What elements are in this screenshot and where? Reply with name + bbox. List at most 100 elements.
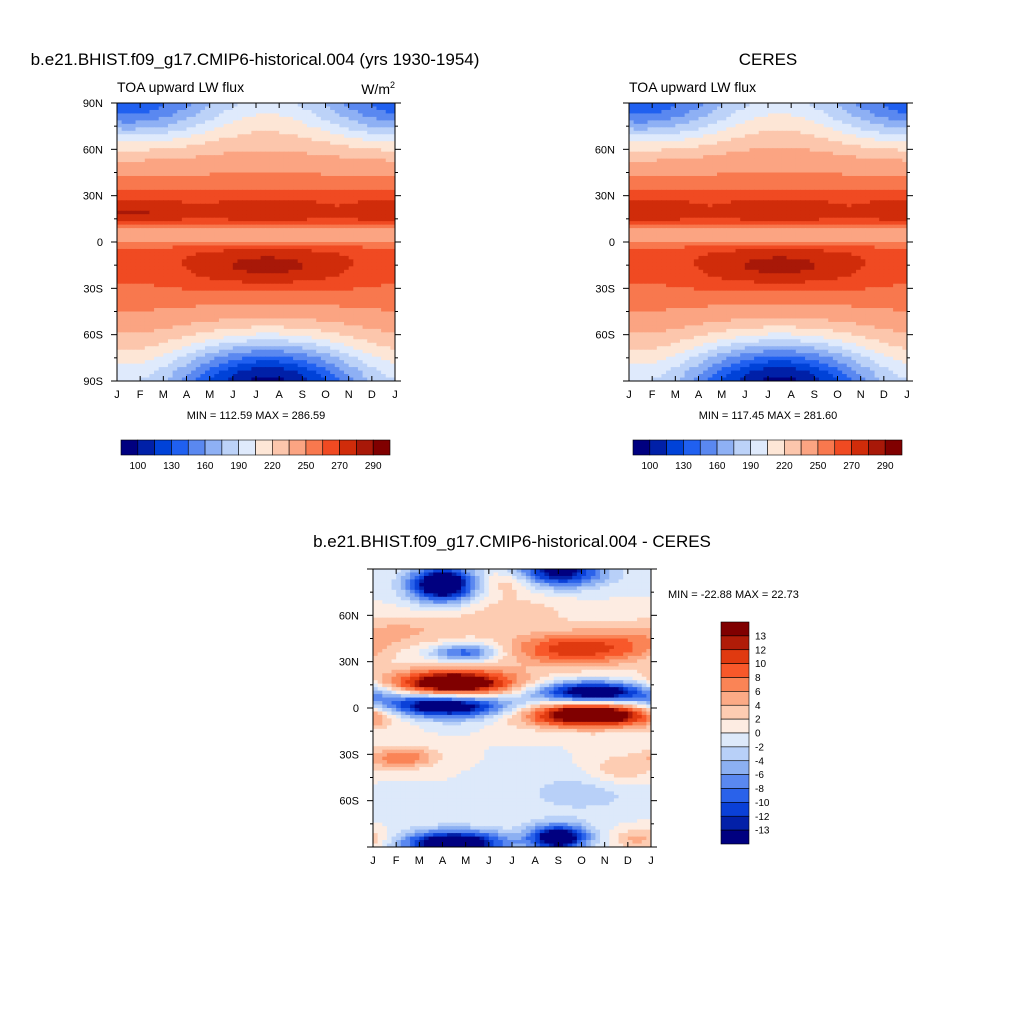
- heatmap-cell: [251, 318, 256, 322]
- heatmap-cell: [159, 353, 164, 357]
- heatmap-cell: [242, 169, 247, 173]
- heatmap-cell: [247, 110, 252, 114]
- heatmap-cell: [251, 134, 256, 138]
- heatmap-cell: [335, 152, 340, 156]
- heatmap-cell: [131, 371, 136, 375]
- heatmap-cell: [307, 141, 312, 145]
- heatmap-cell: [353, 214, 358, 218]
- heatmap-cell: [205, 301, 210, 305]
- heatmap-cell: [149, 120, 154, 124]
- heatmap-cell: [358, 183, 363, 187]
- heatmap-cell: [335, 173, 340, 177]
- heatmap-cell: [145, 197, 150, 201]
- heatmap-cell: [219, 197, 224, 201]
- heatmap-cell: [372, 364, 377, 368]
- heatmap-cell: [307, 315, 312, 319]
- heatmap-cell: [196, 207, 201, 211]
- heatmap-cell: [376, 225, 381, 229]
- heatmap-cell: [339, 117, 344, 121]
- heatmap-cell: [122, 228, 127, 232]
- heatmap-cell: [363, 127, 368, 131]
- heatmap-cell: [200, 259, 205, 263]
- heatmap-cell: [344, 364, 349, 368]
- heatmap-cell: [117, 204, 122, 208]
- heatmap-cell: [210, 148, 215, 152]
- heatmap-cell: [288, 357, 293, 361]
- heatmap-cell: [247, 249, 252, 253]
- heatmap-cell: [302, 242, 307, 246]
- heatmap-cell: [191, 325, 196, 329]
- heatmap-cell: [358, 179, 363, 183]
- heatmap-cell: [279, 284, 284, 288]
- heatmap-cell: [247, 322, 252, 326]
- heatmap-cell: [182, 343, 187, 347]
- heatmap-cell: [330, 228, 335, 232]
- heatmap-cell: [381, 138, 386, 142]
- heatmap-cell: [242, 332, 247, 336]
- heatmap-cell: [168, 239, 173, 243]
- heatmap-cell: [182, 346, 187, 350]
- heatmap-cell: [293, 148, 298, 152]
- heatmap-cell: [182, 291, 187, 295]
- heatmap-cell: [376, 120, 381, 124]
- heatmap-cell: [330, 245, 335, 249]
- heatmap-cell: [335, 117, 340, 121]
- heatmap-cell: [330, 301, 335, 305]
- heatmap-cell: [163, 235, 168, 239]
- heatmap-cell: [149, 103, 154, 107]
- heatmap-cell: [270, 221, 275, 225]
- heatmap-cell: [316, 353, 321, 357]
- heatmap-cell: [293, 242, 298, 246]
- heatmap-cell: [353, 374, 358, 378]
- heatmap-cell: [131, 103, 136, 107]
- heatmap-cell: [228, 179, 233, 183]
- heatmap-cell: [353, 103, 358, 107]
- heatmap-cell: [312, 200, 317, 204]
- heatmap-cell: [210, 228, 215, 232]
- heatmap-cell: [131, 336, 136, 340]
- heatmap-cell: [344, 239, 349, 243]
- heatmap-cell: [149, 214, 154, 218]
- heatmap-cell: [335, 131, 340, 135]
- heatmap-cell: [242, 134, 247, 138]
- heatmap-cell: [145, 343, 150, 347]
- heatmap-cell: [187, 256, 192, 260]
- heatmap-cell: [335, 266, 340, 270]
- heatmap-cell: [307, 124, 312, 128]
- heatmap-cell: [386, 228, 391, 232]
- y-tick-label: 60S: [83, 330, 103, 342]
- heatmap-cell: [284, 325, 289, 329]
- heatmap-cell: [140, 367, 145, 371]
- heatmap-cell: [251, 218, 256, 222]
- heatmap-cell: [191, 374, 196, 378]
- heatmap-cell: [214, 350, 219, 354]
- heatmap-cell: [316, 339, 321, 343]
- heatmap-cell: [131, 221, 136, 225]
- heatmap-cell: [154, 318, 159, 322]
- heatmap-cell: [326, 193, 331, 197]
- heatmap-cell: [182, 270, 187, 274]
- heatmap-cell: [339, 239, 344, 243]
- heatmap-cell: [335, 113, 340, 117]
- heatmap-cell: [326, 374, 331, 378]
- heatmap-cell: [163, 332, 168, 336]
- heatmap-cell: [154, 332, 159, 336]
- heatmap-cell: [187, 127, 192, 131]
- heatmap-cell: [228, 235, 233, 239]
- heatmap-cell: [219, 225, 224, 229]
- heatmap-cell: [321, 110, 326, 114]
- heatmap-cell: [288, 239, 293, 243]
- heatmap-cell: [312, 256, 317, 260]
- heatmap-cell: [270, 159, 275, 163]
- heatmap-cell: [275, 145, 280, 149]
- heatmap-cell: [312, 204, 317, 208]
- heatmap-cell: [228, 256, 233, 260]
- heatmap-cell: [224, 336, 229, 340]
- heatmap-cell: [177, 110, 182, 114]
- heatmap-cell: [233, 294, 238, 298]
- heatmap-cell: [233, 245, 238, 249]
- heatmap-cell: [224, 197, 229, 201]
- heatmap-cell: [237, 106, 242, 110]
- heatmap-cell: [349, 179, 354, 183]
- heatmap-cell: [316, 277, 321, 281]
